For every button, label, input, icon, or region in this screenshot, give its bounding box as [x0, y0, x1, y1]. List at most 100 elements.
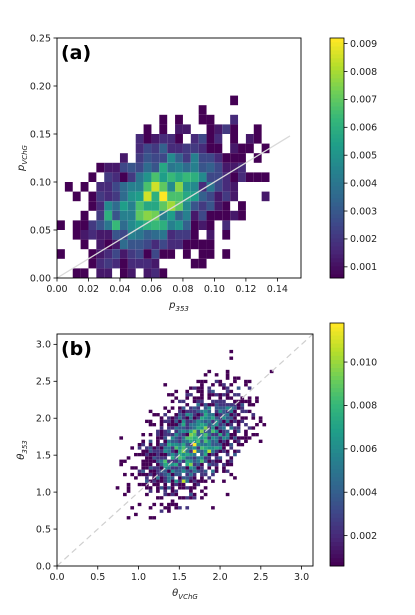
heatmap-cell — [214, 449, 219, 453]
heatmap-cell — [196, 403, 201, 407]
heatmap-cell — [211, 459, 215, 463]
heatmap-cell — [181, 433, 186, 437]
colorbar-segment — [330, 404, 344, 409]
heatmap-cell — [174, 413, 179, 417]
heatmap-cell — [189, 462, 193, 467]
heatmap-cell — [225, 376, 230, 380]
heatmap-cell — [218, 413, 223, 417]
colorbar-tick-label: 0.008 — [350, 67, 377, 78]
heatmap-cell — [196, 406, 201, 410]
heatmap-cell — [178, 476, 182, 480]
heatmap-cell — [112, 230, 120, 240]
heatmap-cell — [159, 496, 164, 500]
heatmap-cell — [192, 419, 197, 424]
heatmap-cell — [148, 452, 153, 457]
heatmap-cell — [163, 492, 168, 497]
heatmap-cell — [207, 446, 212, 450]
heatmap-cell — [214, 406, 219, 410]
x-tick-label: 0.5 — [90, 572, 105, 583]
heatmap-cell — [182, 210, 191, 221]
heatmap-cell — [167, 479, 171, 483]
heatmap-cell — [211, 389, 215, 394]
heatmap-cell — [198, 182, 207, 192]
heatmap-cell — [261, 191, 270, 202]
heatmap-cell — [148, 449, 153, 453]
colorbar-segment — [330, 359, 344, 364]
heatmap-cell — [145, 452, 149, 457]
heatmap-cell — [214, 456, 219, 460]
heatmap-cell — [119, 153, 128, 163]
heatmap-cell — [229, 426, 234, 430]
heatmap-cell — [192, 399, 197, 404]
colorbar-tick-label: 0.006 — [350, 444, 377, 455]
heatmap-cell — [167, 419, 171, 424]
heatmap-cell — [145, 459, 149, 463]
heatmap-cell — [174, 462, 179, 467]
colorbar-segment — [330, 452, 344, 458]
colorbar-tick-label: 0.004 — [350, 488, 377, 499]
heatmap-cell — [135, 143, 144, 154]
heatmap-cell — [192, 482, 197, 487]
heatmap-cell — [206, 114, 215, 125]
heatmap-cell — [192, 436, 197, 440]
heatmap-cell — [203, 406, 208, 410]
heatmap-cell — [230, 210, 239, 221]
heatmap-cell — [196, 442, 201, 447]
heatmap-cell — [167, 172, 176, 182]
heatmap-cell — [141, 442, 146, 447]
heatmap-cell — [189, 426, 193, 430]
heatmap-cell — [222, 182, 231, 192]
heatmap-cell — [181, 423, 186, 427]
heatmap-cell — [104, 239, 113, 250]
heatmap-cell — [206, 182, 215, 192]
heatmap-cell — [181, 426, 186, 430]
heatmap-cell — [174, 489, 179, 493]
heatmap-cell — [230, 134, 239, 144]
heatmap-cell — [156, 486, 160, 490]
heatmap-cell — [196, 423, 201, 427]
heatmap-cell — [159, 462, 164, 467]
heatmap-cell — [198, 153, 207, 163]
heatmap-cell — [203, 436, 208, 440]
heatmap-cell — [151, 258, 160, 269]
heatmap-cell — [156, 466, 160, 470]
x-tick-label: 2.5 — [253, 572, 268, 583]
heatmap-cell — [211, 469, 215, 473]
colorbar-segment — [330, 270, 344, 275]
colorbar-segment — [330, 505, 344, 510]
colorbar-segment — [330, 424, 344, 429]
heatmap-cell — [152, 452, 157, 457]
heatmap-cell — [185, 413, 190, 417]
heatmap-cell — [222, 393, 226, 397]
heatmap-cell — [222, 162, 231, 173]
x-axis-label-main-b: θ — [172, 588, 178, 599]
heatmap-cell — [104, 182, 113, 192]
heatmap-cell — [200, 389, 204, 394]
heatmap-cell — [104, 162, 113, 173]
heatmap-cell — [174, 416, 179, 420]
heatmap-cell — [222, 416, 226, 420]
heatmap-cell — [229, 409, 234, 414]
heatmap-cell — [159, 210, 168, 221]
heatmap-cell — [192, 449, 197, 453]
heatmap-cell — [175, 210, 183, 221]
heatmap-cell — [214, 379, 219, 384]
heatmap-cell — [255, 423, 259, 427]
heatmap-cell — [167, 446, 171, 450]
heatmap-cell — [104, 230, 113, 240]
reference-line-a — [56, 135, 291, 279]
colorbar-segment — [330, 464, 344, 470]
colorbar-segment — [330, 46, 344, 51]
heatmap-cell — [196, 409, 201, 414]
heatmap-cell — [200, 409, 204, 414]
heatmap-cell — [192, 479, 197, 483]
heatmap-cell — [196, 466, 201, 470]
heatmap-cell — [207, 459, 212, 463]
heatmap-cell — [192, 426, 197, 430]
heatmap-cell — [127, 172, 136, 182]
heatmap-cell — [167, 416, 171, 420]
heatmap-cell — [229, 416, 234, 420]
heatmap-cell — [135, 210, 144, 221]
colorbar-tick-label: 0.008 — [350, 401, 377, 412]
heatmap-cell — [152, 482, 157, 487]
